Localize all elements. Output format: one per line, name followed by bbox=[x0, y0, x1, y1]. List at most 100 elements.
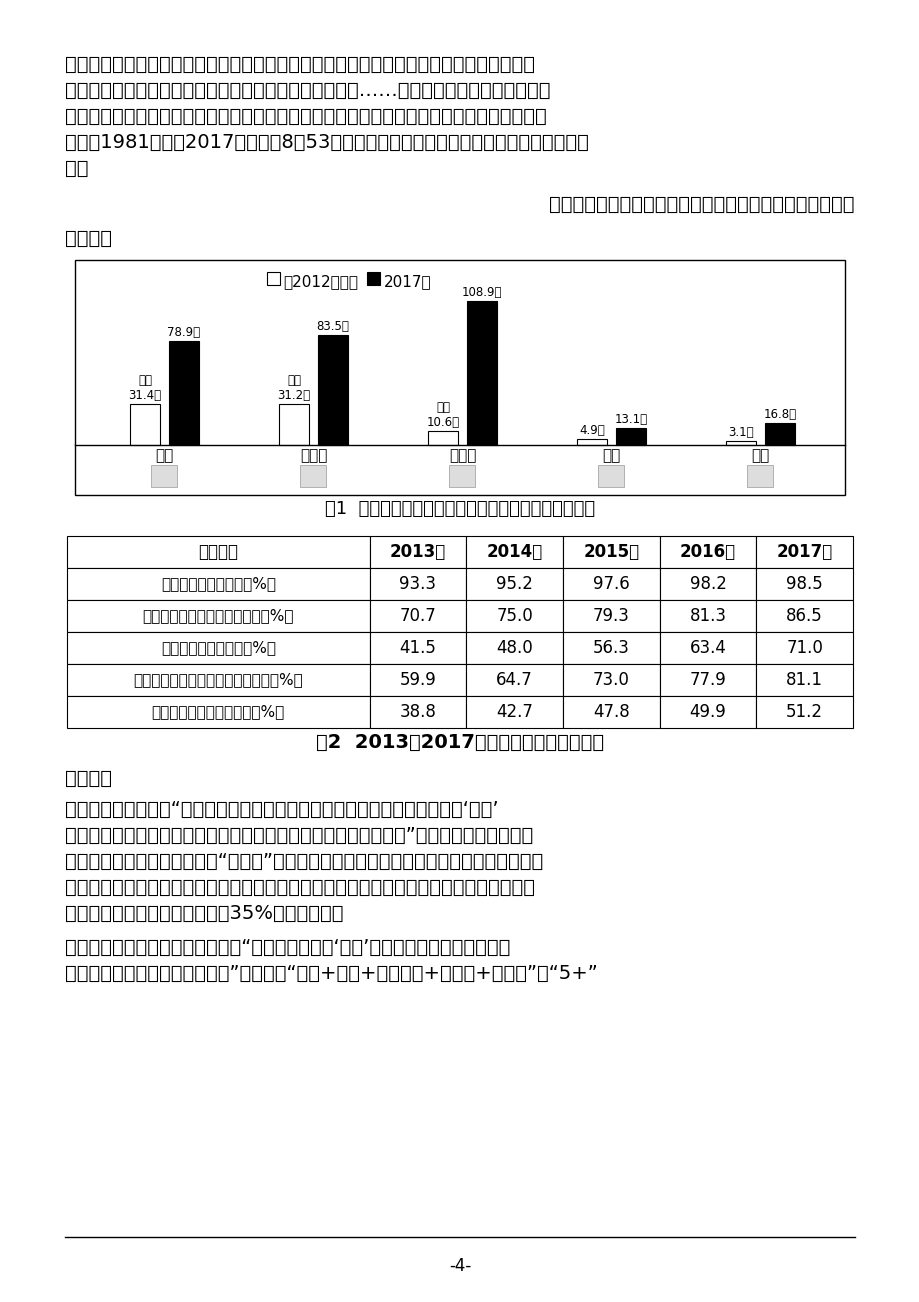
Text: 98.2: 98.2 bbox=[689, 575, 726, 592]
Bar bbox=[562, 536, 659, 568]
Bar bbox=[369, 536, 466, 568]
Text: 图1  传统、现代耐用消费品贫困地区农村每百户拥有量: 图1 传统、现代耐用消费品贫困地区农村每百户拥有量 bbox=[324, 500, 595, 518]
Bar bbox=[369, 600, 466, 631]
Text: 4.9倍: 4.9倍 bbox=[579, 423, 605, 436]
Bar bbox=[659, 664, 755, 697]
Text: 93.3: 93.3 bbox=[399, 575, 436, 592]
Text: 与2012年差额: 与2012年差额 bbox=[283, 273, 358, 289]
Text: 42.7: 42.7 bbox=[495, 703, 532, 721]
Text: 贯投入，落实驻村第一书记工作制度，建档立卡精准扶贯……为全球减贯提供了中国方案和: 贯投入，落实驻村第一书记工作制度，建档立卡精准扶贯……为全球减贯提供了中国方案和 bbox=[65, 81, 550, 100]
Bar bbox=[152, 465, 177, 487]
Text: 78.9台: 78.9台 bbox=[167, 326, 200, 339]
Text: 指标名称: 指标名称 bbox=[199, 543, 238, 561]
Bar bbox=[659, 631, 755, 664]
Bar bbox=[67, 631, 369, 664]
Bar bbox=[659, 568, 755, 600]
Bar bbox=[746, 465, 773, 487]
Text: 通客运班车的自然村比重（%）: 通客运班车的自然村比重（%） bbox=[152, 704, 285, 720]
Bar bbox=[67, 568, 369, 600]
Bar bbox=[67, 664, 369, 697]
Text: 75.0: 75.0 bbox=[495, 607, 532, 625]
Text: 83.5台: 83.5台 bbox=[316, 320, 349, 333]
Text: （摘编自《我国为全球减贯提供了中国方案和中国经验》）: （摘编自《我国为全球减贯提供了中国方案和中国经验》） bbox=[549, 195, 854, 214]
Bar bbox=[75, 260, 844, 495]
Bar bbox=[562, 664, 659, 697]
Bar bbox=[466, 536, 562, 568]
Bar bbox=[369, 697, 466, 728]
Bar bbox=[764, 423, 794, 445]
Text: 通有线电视信号的自然村比重（%）: 通有线电视信号的自然村比重（%） bbox=[142, 608, 294, 624]
Bar bbox=[67, 536, 369, 568]
Text: 98.5: 98.5 bbox=[786, 575, 823, 592]
Text: 中国智慧。按照世界銀行每人每天１．９美元的国际贫困标准及世界銀行发布数据，我国贫困: 中国智慧。按照世界銀行每人每天１．９美元的国际贫困标准及世界銀行发布数据，我国贫… bbox=[65, 107, 546, 126]
Bar bbox=[466, 568, 562, 600]
Bar bbox=[279, 404, 309, 445]
Text: 增加
10.6台: 增加 10.6台 bbox=[426, 401, 460, 430]
Text: 86.5: 86.5 bbox=[786, 607, 823, 625]
Bar bbox=[67, 697, 369, 728]
Text: 游基础设施，引导贫困群众发展藏族特色农家乐、特色农产品种植，从事旅游运输等延长旅: 游基础设施，引导贫困群众发展藏族特色农家乐、特色农产品种植，从事旅游运输等延长旅 bbox=[65, 878, 535, 897]
Text: 主干道经过硬化处理的自然村比重（%）: 主干道经过硬化处理的自然村比重（%） bbox=[133, 673, 303, 687]
Bar bbox=[725, 441, 755, 445]
Text: 人口从1981年末到2017年末累计8．53亿人脱离贫困，走上富裕之路，有了获得感和幸福: 人口从1981年末到2017年末累计8．53亿人脱离贫困，走上富裕之路，有了获得… bbox=[65, 133, 588, 152]
Text: 在国家层面以政府为主导，有计划有组织地扶贯开发，尤其是党的十八大以来，加大财政扶: 在国家层面以政府为主导，有计划有组织地扶贯开发，尤其是党的十八大以来，加大财政扶 bbox=[65, 55, 535, 74]
Text: 2016年: 2016年 bbox=[679, 543, 735, 561]
Bar bbox=[67, 600, 369, 631]
Bar bbox=[369, 568, 466, 600]
Text: -4-: -4- bbox=[448, 1256, 471, 1275]
Bar bbox=[267, 272, 280, 285]
Text: 108.9台: 108.9台 bbox=[461, 286, 502, 299]
Bar bbox=[616, 428, 645, 445]
Bar bbox=[562, 568, 659, 600]
Text: 81.1: 81.1 bbox=[786, 671, 823, 689]
Text: 汽车: 汽车 bbox=[602, 448, 620, 464]
Text: 2014年: 2014年 bbox=[486, 543, 542, 561]
Bar bbox=[562, 600, 659, 631]
Text: 16.8台: 16.8台 bbox=[763, 408, 796, 421]
Text: 洗衣机: 洗衣机 bbox=[300, 448, 327, 464]
Text: 59.9: 59.9 bbox=[399, 671, 436, 689]
Bar bbox=[659, 697, 755, 728]
Bar bbox=[130, 404, 160, 445]
Text: 13.1辆: 13.1辆 bbox=[614, 413, 647, 426]
Text: 牧原集团党委书记秦英林代表说：“产业扶贯应该做‘加法’，通过不断创新驱动企业发: 牧原集团党委书记秦英林代表说：“产业扶贯应该做‘加法’，通过不断创新驱动企业发 bbox=[65, 937, 510, 957]
Text: 71.0: 71.0 bbox=[786, 639, 823, 658]
Text: 材料三：: 材料三： bbox=[65, 769, 112, 788]
Text: 79.3: 79.3 bbox=[592, 607, 630, 625]
Text: 展，进而带动贫困户共同致富。”通过探索“政府+銀行+龙头企业+合作社+贫困户”的“5+”: 展，进而带动贫困户共同致富。”通过探索“政府+銀行+龙头企业+合作社+贫困户”的… bbox=[65, 963, 597, 983]
Text: 感。: 感。 bbox=[65, 159, 88, 178]
Bar bbox=[369, 664, 466, 697]
Bar bbox=[427, 431, 458, 445]
Text: 73.0: 73.0 bbox=[592, 671, 630, 689]
Text: 48.0: 48.0 bbox=[495, 639, 532, 658]
Text: 51.2: 51.2 bbox=[786, 703, 823, 721]
Bar bbox=[659, 600, 755, 631]
Bar bbox=[367, 272, 380, 285]
Text: 通宽带的自然村比重（%）: 通宽带的自然村比重（%） bbox=[161, 641, 276, 655]
Bar bbox=[318, 335, 347, 445]
Text: 底色，充分发挥地域优势，以创新驱动产业发展，提高脱贫质量。”甘肃省迭部县委书记仁: 底色，充分发挥地域优势，以创新驱动产业发展，提高脱贫质量。”甘肃省迭部县委书记仁 bbox=[65, 825, 533, 845]
Text: 增加
31.2台: 增加 31.2台 bbox=[278, 374, 311, 402]
Bar bbox=[466, 697, 562, 728]
Bar bbox=[659, 536, 755, 568]
Bar bbox=[755, 664, 852, 697]
Text: 2013年: 2013年 bbox=[390, 543, 446, 561]
Text: 3.1倍: 3.1倍 bbox=[728, 426, 754, 439]
Text: 2017年: 2017年 bbox=[383, 273, 431, 289]
Bar bbox=[755, 631, 852, 664]
Text: 63.4: 63.4 bbox=[689, 639, 726, 658]
Text: 电脑: 电脑 bbox=[751, 448, 769, 464]
Bar bbox=[466, 600, 562, 631]
Text: 青东珠代表说，绻色脱贫之路“走对了”，近年来政府通过修建旅游厕所、农村公路等完善旅: 青东珠代表说，绻色脱贫之路“走对了”，近年来政府通过修建旅游厕所、农村公路等完善… bbox=[65, 852, 542, 871]
Bar bbox=[449, 465, 475, 487]
Text: 41.5: 41.5 bbox=[399, 639, 436, 658]
Text: 材料二：: 材料二： bbox=[65, 229, 112, 247]
Bar bbox=[369, 631, 466, 664]
Text: 冰筱: 冰筱 bbox=[155, 448, 174, 464]
Text: 47.8: 47.8 bbox=[592, 703, 629, 721]
Bar bbox=[755, 697, 852, 728]
Bar bbox=[576, 439, 607, 445]
Text: 81.3: 81.3 bbox=[688, 607, 726, 625]
Text: 64.7: 64.7 bbox=[495, 671, 532, 689]
Text: 38.8: 38.8 bbox=[399, 703, 436, 721]
